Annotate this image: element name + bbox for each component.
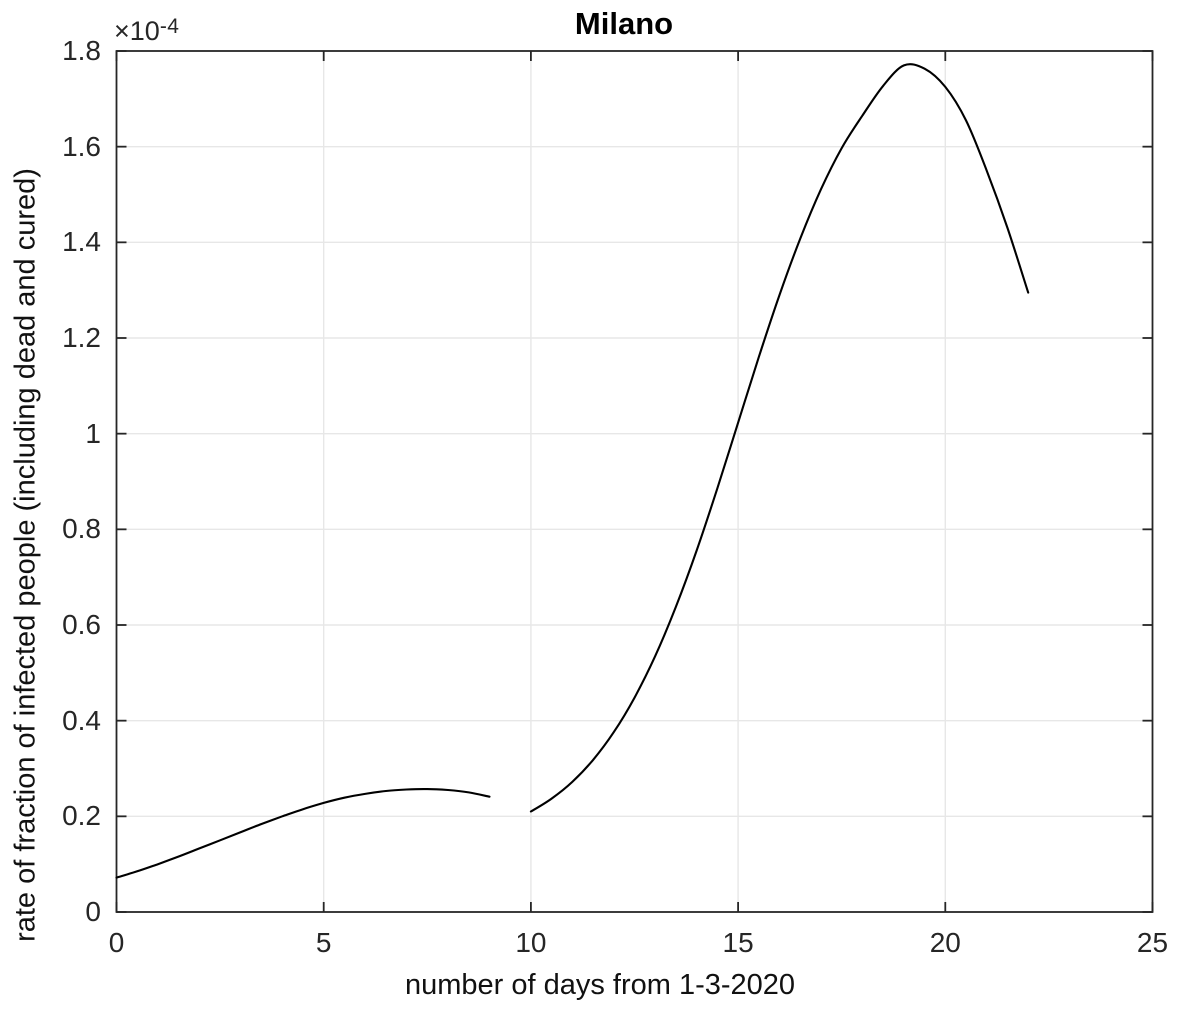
- x-tick-label: 5: [315, 927, 332, 958]
- y-tick-label: 0.8: [62, 513, 101, 545]
- y-tick-label: 0.4: [62, 704, 101, 736]
- x-tick-label: 20: [929, 927, 961, 958]
- y-axis-label: rate of fraction of infected people (inc…: [9, 168, 42, 942]
- x-tick-label: 10: [515, 927, 547, 958]
- y-tick-label: 1.4: [62, 226, 101, 258]
- y-tick-label: 0.2: [62, 800, 101, 832]
- y-tick-label: 0: [85, 896, 101, 927]
- x-axis-label: number of days from 1-3-2020: [404, 969, 796, 1001]
- x-tick-label: 15: [722, 927, 754, 958]
- axis-box: [115, 50, 1154, 913]
- y-tick-label: 1.8: [62, 35, 101, 66]
- y-tick-label: 1: [85, 417, 101, 449]
- x-tick-label: 25: [1136, 927, 1169, 958]
- exponent-base: ×10: [114, 16, 160, 46]
- x-tick-label: 0: [108, 927, 125, 958]
- data-curve: [529, 63, 1030, 813]
- y-tick-label: 1.6: [62, 130, 101, 162]
- y-tick-label: 1.2: [62, 322, 101, 353]
- data-curve: [115, 788, 491, 879]
- y-tick-label: 0.6: [62, 609, 101, 640]
- exponent-power: -4: [159, 15, 180, 38]
- chart-title: Milano: [574, 6, 674, 41]
- y-axis-exponent-label: ×10-4: [114, 14, 180, 47]
